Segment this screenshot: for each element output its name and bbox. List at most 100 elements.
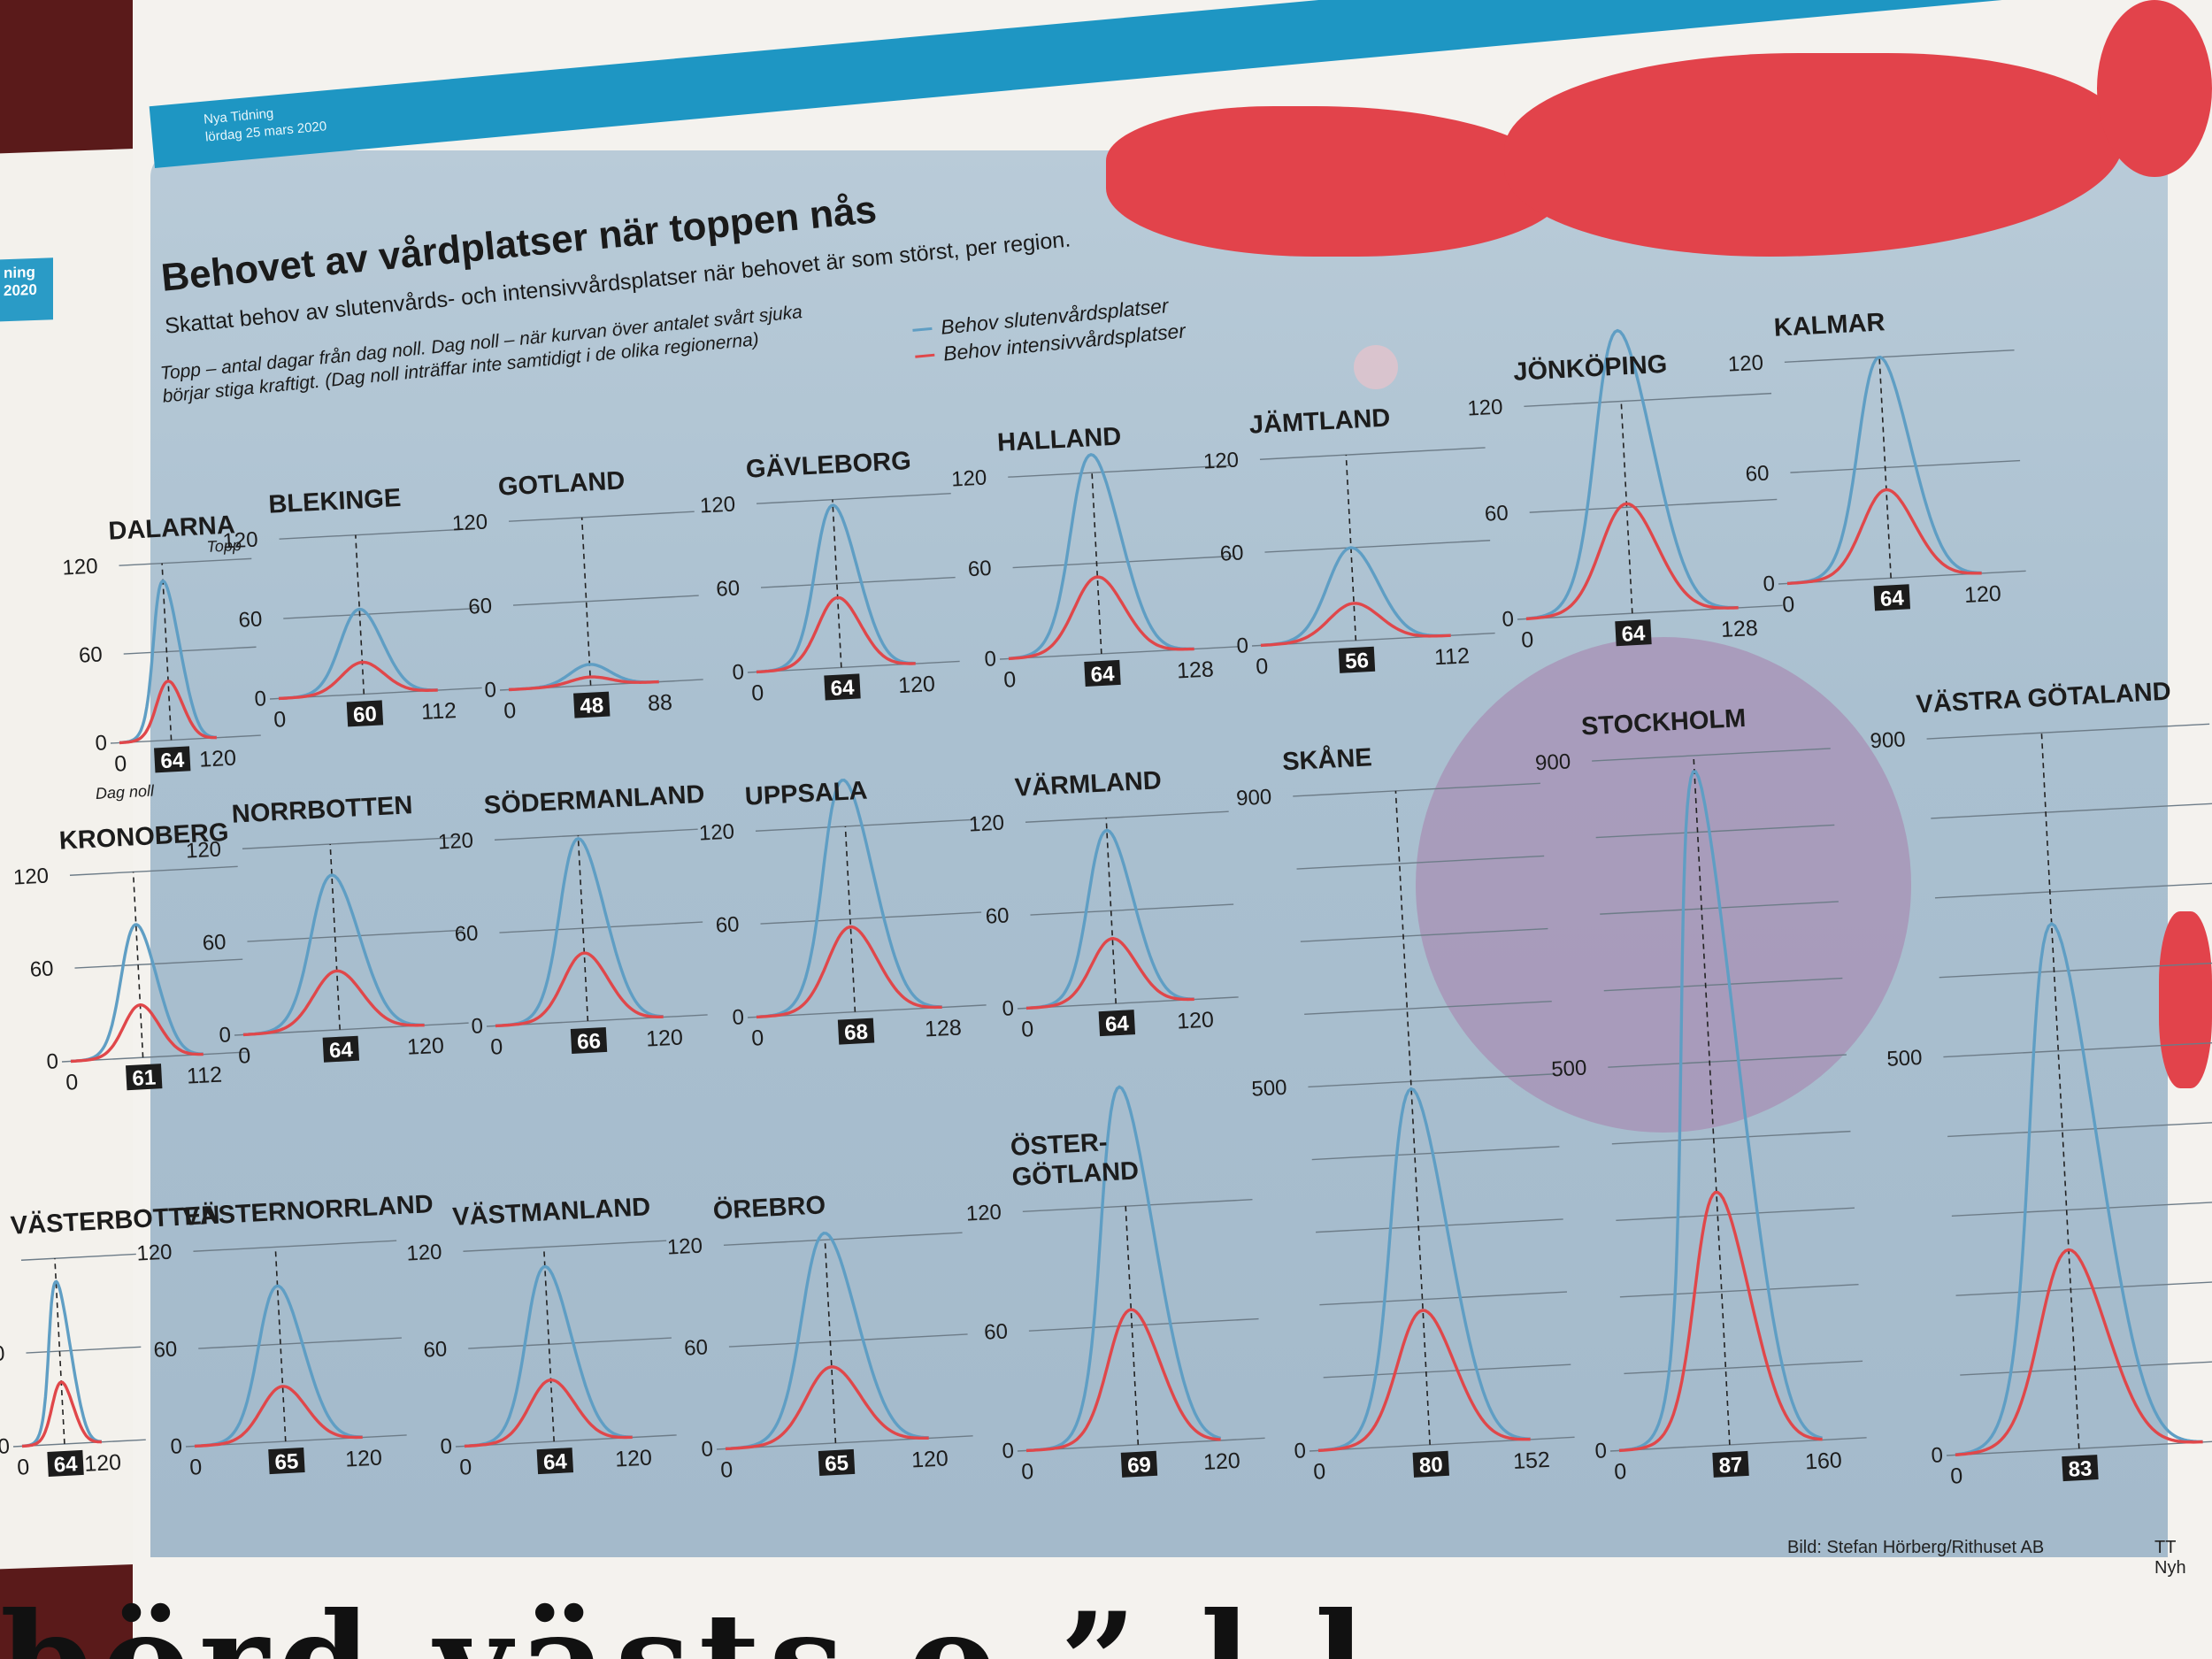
gridline xyxy=(1259,447,1486,460)
virus-blob-pink xyxy=(1354,345,1398,389)
y-tick-label: 0 xyxy=(1931,1443,1944,1468)
y-tick-label: 60 xyxy=(716,576,741,601)
region-chart: 120 60 00 120 66 SÖDERMANLAND xyxy=(437,780,708,1060)
peak-line xyxy=(1105,818,1117,1004)
gridline xyxy=(20,1253,136,1261)
y-tick-label: 0 xyxy=(732,1005,745,1030)
region-chart: 120 60 00 120 69 ÖSTER-GÖTLAND xyxy=(965,1085,1265,1485)
peak-day-label: 64 xyxy=(542,1449,568,1474)
y-tick-label: 0 xyxy=(46,1049,59,1074)
y-tick-label: 900 xyxy=(1534,749,1571,775)
gridline xyxy=(494,828,698,841)
y-tick-label: 120 xyxy=(968,811,1004,837)
series-line-intensivvard xyxy=(495,951,664,1028)
series-line-intensivvard xyxy=(194,1385,363,1448)
region-chart: 120 60 00 88 48 GOTLAND xyxy=(451,466,703,724)
region-title: GÄVLEBORG xyxy=(745,446,911,484)
x-start-label: 0 xyxy=(751,680,764,706)
y-tick-label: 60 xyxy=(423,1337,448,1362)
series-line-intensivvard xyxy=(21,1380,102,1448)
y-tick-label: 0 xyxy=(219,1023,232,1048)
gridline xyxy=(74,958,243,969)
peak-line xyxy=(329,844,341,1030)
x-start-label: 0 xyxy=(751,1025,764,1051)
gridline xyxy=(1293,782,1540,797)
y-tick-label: 120 xyxy=(699,492,735,518)
x-start-label: 0 xyxy=(65,1070,79,1095)
y-tick-label: 60 xyxy=(1745,461,1770,486)
peak-line xyxy=(577,835,589,1022)
y-tick-label: 0 xyxy=(701,1437,714,1462)
y-tick-label: 0 xyxy=(170,1434,183,1459)
region-title: DALARNA xyxy=(108,511,236,545)
peak-line xyxy=(832,499,842,668)
peak-day-label: 66 xyxy=(577,1029,602,1054)
y-tick-label: 120 xyxy=(437,829,473,855)
region-title: BLEKINGE xyxy=(268,484,402,519)
region-chart: 900 500 00 160 87 STOCKHOLM xyxy=(1534,704,1867,1485)
x-end-label: 120 xyxy=(406,1033,444,1060)
x-start-label: 0 xyxy=(1313,1459,1326,1485)
x-start-label: 0 xyxy=(1003,667,1017,693)
gridline xyxy=(198,1337,402,1349)
region-chart: 120 60 00 112 60 BLEKINGE xyxy=(222,484,482,733)
y-tick-label: 120 xyxy=(406,1240,442,1266)
y-tick-label: 120 xyxy=(965,1201,1002,1226)
y-tick-label: 60 xyxy=(684,1335,709,1360)
region-title: NORRBOTTEN xyxy=(231,791,413,829)
x-start-label: 0 xyxy=(1950,1463,1963,1489)
series-line-slutenvard xyxy=(1525,328,1739,620)
series-line-intensivvard xyxy=(756,925,942,1019)
y-tick-label: 900 xyxy=(1236,785,1272,810)
peak-day-badge xyxy=(536,1448,574,1475)
region-title: ÖREBRO xyxy=(712,1190,826,1225)
series-line-intensivvard xyxy=(1317,1309,1531,1453)
y-tick-label: 0 xyxy=(1236,634,1249,658)
gridline xyxy=(123,646,257,655)
peak-day-label: 65 xyxy=(825,1451,849,1476)
region-chart: 120 60 00 120 64 VÄSTMANLAND xyxy=(406,1192,677,1480)
x-end-label: 120 xyxy=(1202,1448,1240,1475)
gridline xyxy=(499,921,703,933)
y-tick-label: 60 xyxy=(0,1341,5,1366)
gridline xyxy=(1784,349,2015,363)
y-tick-label: 120 xyxy=(12,864,49,890)
y-tick-label: 120 xyxy=(666,1234,703,1260)
series-line-slutenvard xyxy=(1786,355,1982,586)
gridline xyxy=(1955,1279,2212,1296)
peak-line xyxy=(161,563,173,741)
peak-day-label: 64 xyxy=(1090,662,1116,687)
peak-day-badge xyxy=(824,673,861,701)
y-tick-label: 60 xyxy=(29,956,54,981)
gridline xyxy=(1300,927,1548,942)
gridline xyxy=(747,1004,987,1018)
y-tick-label: 0 xyxy=(0,1434,11,1459)
y-tick-label: 120 xyxy=(222,527,258,553)
series-line-slutenvard xyxy=(21,1279,103,1448)
gridline xyxy=(1951,1200,2212,1217)
peak-day-label: 65 xyxy=(274,1449,299,1474)
peak-day-label: 56 xyxy=(1345,649,1370,673)
x-start-label: 0 xyxy=(1256,654,1269,680)
peak-day-badge xyxy=(1412,1450,1449,1478)
gridline xyxy=(1008,465,1229,478)
topp-label: Topp xyxy=(206,536,242,556)
gridline xyxy=(1030,903,1234,916)
gridline xyxy=(512,595,699,606)
peak-day-label: 80 xyxy=(1418,1453,1443,1478)
gridline xyxy=(747,660,960,673)
region-title: VÄSTRA GÖTALAND xyxy=(1916,677,2172,719)
virus-blob-red xyxy=(2159,911,2212,1088)
region-title: VÄRMLAND xyxy=(1014,765,1162,803)
peak-line xyxy=(1693,755,1731,1445)
series-line-slutenvard xyxy=(1025,1085,1222,1453)
gridline xyxy=(755,818,977,832)
y-tick-label: 60 xyxy=(985,903,1010,928)
y-tick-label: 0 xyxy=(1002,1439,1015,1463)
peak-day-label: 60 xyxy=(352,703,377,727)
x-end-label: 160 xyxy=(1804,1448,1842,1474)
x-end-label: 120 xyxy=(84,1450,122,1477)
gridline xyxy=(1316,1218,1563,1233)
series-line-intensivvard xyxy=(278,660,438,701)
peak-day-badge xyxy=(268,1448,305,1475)
